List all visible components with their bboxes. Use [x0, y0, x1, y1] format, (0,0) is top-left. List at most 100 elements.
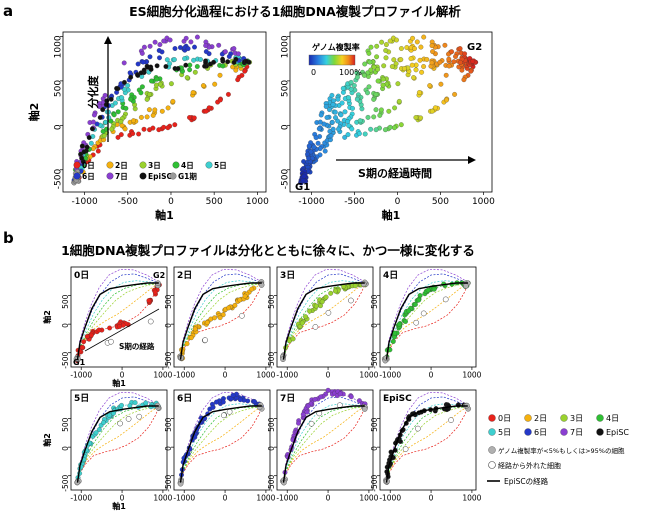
- a-left-point: [164, 57, 170, 63]
- a-right-point: [375, 66, 381, 72]
- a-left-point: [108, 96, 114, 102]
- subplot-point: [117, 324, 123, 329]
- annot-g1: G1: [73, 358, 86, 367]
- subplot-day5-ytick-label: 0: [61, 446, 70, 451]
- sphase-label: S期の経過時間: [358, 166, 432, 180]
- a-left-point: [244, 58, 250, 64]
- a-right-point: [462, 51, 468, 57]
- subplot-point: [106, 412, 112, 418]
- a-right-point: [317, 146, 323, 152]
- a-left-point: [153, 82, 159, 88]
- a-left-point: [114, 85, 120, 91]
- a-left-point: [96, 104, 102, 109]
- a-right-point: [373, 107, 379, 113]
- subplot-point: [325, 387, 331, 393]
- subplot-point: [96, 427, 102, 433]
- a-right-point: [418, 44, 424, 50]
- subplot-day7-ytick-label: -500: [267, 474, 276, 491]
- a-right-ytick-label: 0: [281, 124, 291, 130]
- subplot-point: [356, 398, 362, 404]
- a-left-point: [194, 34, 200, 40]
- subplot-ref-path: [180, 406, 263, 484]
- subplot-point: [406, 308, 412, 314]
- subplot-ref-path: [180, 283, 262, 360]
- subplot-ref-path: [386, 403, 468, 483]
- a-left-point: [139, 50, 145, 56]
- subplot-day6-xtick-label: -1000: [173, 494, 195, 503]
- a-left-xtick-label: -1000: [72, 197, 98, 207]
- subplot-point: [132, 400, 138, 406]
- subplot-day4-xtick-label: 0: [429, 371, 434, 380]
- a-right-point: [421, 64, 427, 69]
- a-right-point: [365, 90, 370, 96]
- legend-dot-day4: [172, 161, 180, 169]
- subplot-day7-xtick-label: 0: [326, 494, 331, 503]
- a-right-point: [346, 95, 351, 101]
- a-right-point: [330, 102, 336, 108]
- a-left-point: [118, 132, 124, 138]
- subplot-point: [81, 339, 87, 345]
- a-right-point: [308, 149, 314, 155]
- a-right-point: [359, 106, 365, 112]
- a-right-point: [306, 155, 312, 161]
- panel-b-legend: 0日 2日 3日 4日 5日 6日 7日 EpiSC ゲノム複製率が<5%もしくは>95%の細胞…: [487, 414, 629, 486]
- a-left-point: [79, 143, 85, 149]
- subplot-label: 4日: [383, 270, 398, 281]
- a-left-point: [145, 64, 151, 70]
- subplot-point: [328, 290, 334, 296]
- a-left-frame: [62, 31, 267, 193]
- a-right-point: [429, 108, 435, 114]
- legend-label-day7: 7日: [115, 172, 128, 181]
- subplot-point: [300, 411, 306, 417]
- subplot-label: 3日: [280, 270, 295, 281]
- subplot-day0-frame: [70, 266, 168, 368]
- a-right-point: [301, 159, 307, 164]
- subplot-point: [312, 396, 318, 402]
- a-right-point: [459, 67, 465, 73]
- a-left-diff-label: 分化度: [86, 75, 100, 109]
- a-right-point: [446, 63, 452, 69]
- subplot-point: [304, 409, 310, 415]
- a-right-point: [413, 115, 419, 120]
- a-right-xtick-label: -1000: [298, 197, 324, 207]
- a-right-xtick-label: 1000: [472, 197, 495, 207]
- legend-label-day0: 0日: [82, 161, 95, 170]
- subplot-label: 6日: [177, 393, 192, 404]
- subplot-point: [412, 301, 418, 307]
- subplot-label: 5日: [74, 393, 89, 404]
- subplot-point: [252, 399, 257, 405]
- a-left-point: [156, 48, 162, 53]
- subplot-day5-xtick-label: -1000: [70, 494, 92, 503]
- subplot-day3-frame: [276, 266, 374, 368]
- subplot-point: [431, 286, 437, 292]
- subplot-day3-ytick-label: -500: [267, 351, 276, 368]
- panel-a-letter: a: [3, 2, 13, 20]
- subplot-day2-frame: [173, 266, 271, 368]
- a-left-point: [132, 106, 138, 112]
- subplot-day6-frame: [173, 389, 271, 491]
- subplot-point: [416, 297, 422, 303]
- a-left-point: [135, 72, 141, 78]
- a-right-point: [414, 39, 420, 45]
- a-right-point: [443, 72, 449, 78]
- a-right-point: [351, 83, 357, 88]
- subplot-episc-path: [282, 405, 365, 483]
- a-right-point: [371, 114, 377, 120]
- legend-label-day5: 5日: [214, 161, 227, 170]
- a-left-point: [231, 46, 237, 52]
- subplot-point: [119, 402, 124, 408]
- a-left-point: [89, 126, 95, 132]
- a-left-point: [200, 83, 206, 89]
- a-left-xtick-label: 1000: [246, 197, 269, 207]
- subplot-point: [319, 299, 325, 305]
- a-left-point: [187, 115, 192, 120]
- a-right-point: [386, 108, 392, 114]
- a-left-point: [217, 97, 223, 103]
- a-left-point: [203, 60, 209, 66]
- subplot-point: [210, 404, 216, 410]
- a-right-point: [387, 38, 393, 44]
- a-right-point: [324, 115, 330, 120]
- a-left-point: [157, 42, 163, 48]
- a-right-point: [340, 85, 346, 91]
